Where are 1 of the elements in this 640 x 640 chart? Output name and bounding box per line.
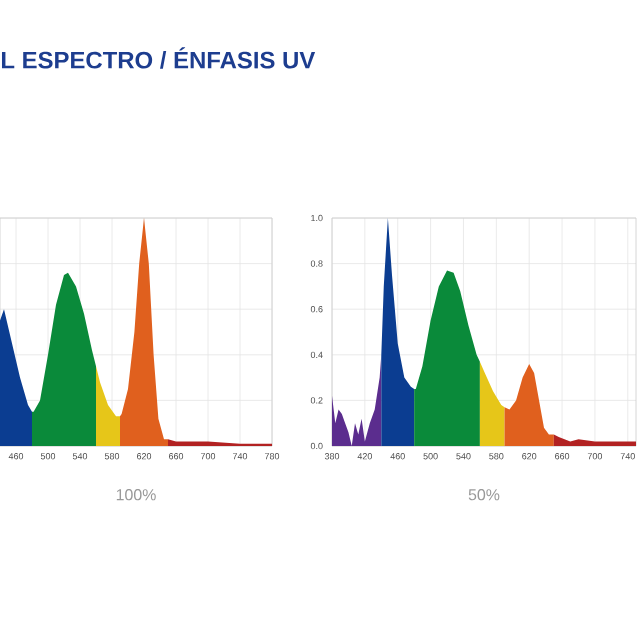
chart-title: L ESPECTRO / ÉNFASIS UV <box>1 47 316 69</box>
